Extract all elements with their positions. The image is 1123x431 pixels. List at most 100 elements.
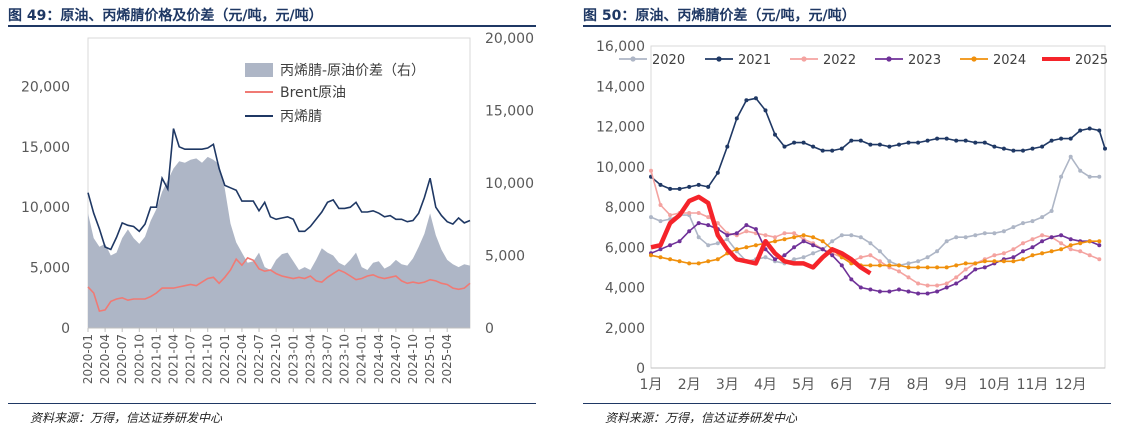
left-title-rule	[8, 25, 536, 27]
series-2023-point	[877, 289, 882, 294]
legend-label-2020: 2020	[652, 53, 685, 68]
series-2021-point	[687, 184, 692, 189]
series-2020-point	[1059, 174, 1064, 179]
series-2021-point	[782, 144, 787, 149]
series-2023-point	[1068, 237, 1073, 242]
y-tick-label: 10,000	[596, 160, 645, 176]
y-tick-label: 8,000	[605, 200, 645, 216]
series-2021-point	[849, 138, 854, 143]
series-2021-point	[887, 144, 892, 149]
legend-marker-2020	[630, 56, 636, 62]
series-2023-point	[811, 243, 816, 248]
y-tick-label: 14,000	[596, 79, 645, 95]
series-2022-point	[792, 231, 797, 236]
legend-marker-2021	[716, 56, 722, 62]
series-2022-point	[935, 283, 940, 288]
series-2021-point	[792, 140, 797, 145]
x-tick-label: 9月	[945, 377, 968, 393]
series-2024-point	[649, 253, 653, 258]
y-tick-label: 12,000	[596, 120, 645, 136]
legend-label-2023: 2023	[908, 53, 941, 68]
series-2022-point	[992, 253, 997, 258]
series-2020-point	[916, 259, 921, 264]
y-tick-label: 2,000	[605, 321, 645, 337]
series-2021-point	[773, 132, 777, 137]
right-panel: 图 50：原油、丙烯腈价差（元/吨，元/吨） 0 2,000 4,000 6,000 8…	[575, 0, 1123, 431]
left-y-tick-label: 15,000	[21, 140, 70, 156]
x-tick-label: 2023-01	[286, 334, 300, 384]
series-2021-point	[696, 182, 701, 187]
series-2023-point	[801, 239, 806, 244]
x-tick-label: 2024-10	[406, 334, 420, 384]
series-2022-point	[925, 283, 930, 288]
series-2024-point	[820, 239, 825, 244]
series-2022-point	[1087, 253, 1092, 258]
y-tick-label: 16,000	[596, 39, 645, 55]
series-2024-point	[897, 263, 901, 268]
series-2023-point	[935, 289, 940, 294]
series-2024-point	[1087, 239, 1092, 244]
series-2022-point	[954, 275, 959, 280]
x-tick-label: 2022-10	[269, 334, 283, 384]
series-2023-point	[734, 231, 739, 236]
series-2021-point	[801, 140, 806, 145]
series-2024-point	[906, 265, 911, 270]
series-2024-point	[1021, 257, 1025, 262]
left-panel: 图 49：原油、丙烯腈价格及价差（元/吨，元/吨） 0 5,000 10,000 15…	[0, 0, 548, 431]
series-2021-point	[658, 182, 663, 187]
series-2023-point	[906, 289, 911, 294]
series-2022-point	[687, 211, 692, 215]
series-2021-line	[650, 97, 1106, 190]
series-2020-point	[858, 235, 863, 240]
series-2024-point	[992, 259, 997, 264]
series-2021-point	[830, 148, 835, 153]
series-2021-point	[677, 186, 682, 191]
series-2021-point	[1021, 148, 1025, 153]
series-2021-point	[734, 116, 739, 121]
series-2022-point	[668, 213, 673, 218]
series-2020-point	[849, 233, 854, 238]
series-2020-point	[839, 233, 844, 238]
series-2024-point	[1049, 249, 1054, 254]
x-tick-label: 12月	[1055, 377, 1087, 393]
series-2024-point	[744, 245, 749, 250]
series-2022-point	[649, 168, 653, 173]
series-2022-point	[658, 203, 663, 207]
y-tick-label: 6,000	[605, 240, 645, 256]
series-2022-point	[858, 255, 863, 260]
series-2021-point	[811, 144, 816, 149]
series-2022-point	[1021, 241, 1025, 246]
series-2022-point	[1040, 233, 1045, 238]
series-2023-point	[1059, 233, 1064, 238]
x-tick-label: 11月	[1017, 377, 1049, 393]
series-2020-point	[925, 255, 930, 260]
series-2022-point	[696, 211, 701, 215]
legend-swatch-spread	[245, 63, 273, 77]
series-2020-point	[1068, 154, 1073, 159]
plot-frame	[650, 45, 1106, 369]
series-2024-point	[887, 263, 892, 268]
series-2023-point	[849, 277, 854, 282]
legend-marker-2022	[801, 56, 807, 62]
series-2023-point	[1030, 245, 1035, 250]
legend-label-2021: 2021	[738, 53, 771, 68]
series-2021-point	[1087, 126, 1092, 131]
series-2020-point	[963, 235, 968, 240]
series-2024-point	[811, 235, 816, 240]
series-2022-point	[963, 267, 968, 272]
series-2024-point	[868, 263, 873, 268]
series-2023-point	[887, 289, 892, 294]
legend-marker-2024	[971, 56, 977, 62]
series-2020-point	[992, 231, 997, 236]
series-2023-point	[830, 253, 835, 258]
legend-label: 丙烯腈	[280, 109, 322, 125]
series-2023-point	[925, 291, 930, 296]
series-2021-point	[668, 186, 673, 191]
series-2023-point	[706, 223, 711, 228]
series-2023-point	[1011, 255, 1016, 260]
series-2024-point	[782, 237, 787, 242]
x-tick-label: 2022-07	[252, 334, 266, 384]
series-2024-point	[792, 235, 797, 240]
series-2024-point	[877, 263, 882, 268]
series-2022-point	[744, 229, 749, 234]
